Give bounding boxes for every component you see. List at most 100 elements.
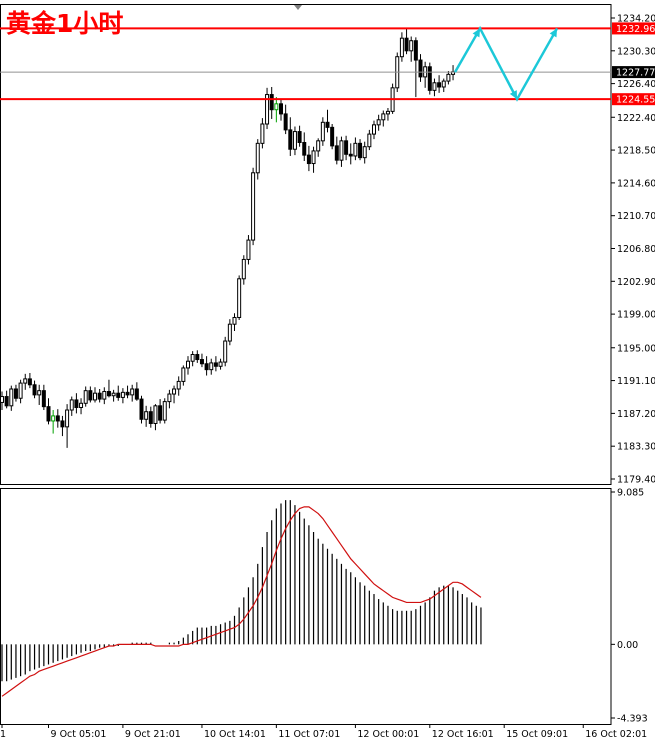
horizontal-level-label: 1232.96 [616,24,655,35]
last-price-label-box [612,66,655,79]
candle-body [446,73,451,82]
oscillator-axis-tick-label: 9.085 [617,488,644,499]
candle-body [0,396,4,403]
candle-body [316,140,321,152]
candle-body [306,154,311,165]
horizontal-level-label-box [612,22,655,35]
candle-body [79,402,84,408]
candle-body [153,405,158,424]
candle-body [334,145,339,161]
histogram-series [1,500,482,697]
candle-body [158,405,163,421]
time-axis-label: 15 Oct 09:01 [506,729,568,740]
candle-body [172,388,177,395]
price-pane [0,4,612,485]
price-axis-tick-label: 1218.50 [617,146,655,157]
oscillator-pane [0,488,612,725]
price-axis-tick-label: 1179.40 [617,475,655,486]
candle-body [292,131,297,150]
candle-body [385,110,390,115]
candle-body [302,142,307,156]
candle-body [93,392,97,401]
candle-body [353,142,358,157]
candle-body [404,37,409,52]
signal-line [1,506,482,697]
candle-body [74,399,79,408]
candle-body [441,80,446,88]
candle-body [83,390,88,404]
shift-marker-icon [294,5,302,10]
price-axis-tick-label: 1187.20 [617,409,655,420]
candle-body [139,398,144,420]
price-axis-tick-label: 1226.40 [617,79,655,90]
candle-body [41,390,46,408]
candle-body [362,146,367,159]
price-axis-tick-label: 1183.30 [617,442,655,453]
candle-body [339,140,344,161]
projection-path [453,25,559,102]
candle-body [330,126,335,147]
candle-body [116,392,121,398]
candle-body [186,360,190,369]
candle-body [311,150,316,165]
candle-body [134,388,139,400]
price-pane-frame [0,4,612,485]
candle-body [18,382,23,399]
candle-body [218,361,223,367]
projection-arrowhead-icon [472,28,481,38]
price-axis-tick-label: 1206.80 [617,244,655,255]
candle-body [260,123,265,144]
price-axis-tick-label: 1230.30 [617,46,655,57]
candle-body [106,391,111,397]
oscillator-axis-tick-label: -4.393 [617,714,648,725]
projection-arrowhead-icon [509,90,518,100]
price-axis-tick-label: 1191.10 [617,376,655,387]
candle-body [176,380,181,390]
candle-body [13,388,18,399]
candle-body [279,103,283,115]
candle-body [23,378,28,384]
last-price-label: 1227.77 [616,68,655,79]
candle-body [320,121,325,142]
candle-body [167,393,172,403]
candle-body [372,124,376,135]
price-axis-tick-label: 1214.60 [617,178,655,189]
candle-body [130,388,135,396]
price-axis-tick-label: 1195.00 [617,343,655,354]
candle-body [399,37,404,58]
time-axis-label: 12 Oct 16:01 [432,729,494,740]
candle-body [381,113,386,121]
candle-body [251,172,256,241]
candle-body [69,399,74,411]
candle-body [195,353,200,361]
candle-body [344,140,349,155]
candle-body [265,94,270,125]
candle-body [358,142,363,159]
candle-body [65,409,70,428]
candle-body [111,392,116,397]
candle-body [348,153,353,157]
candle-body [55,415,60,422]
candle-body [209,362,214,371]
candle-body [413,40,418,61]
candle-body [432,82,437,91]
candle-body [325,121,330,128]
candle-body [367,133,372,148]
candle-body [125,391,130,396]
projection-arrowhead-icon [549,28,558,38]
candle-body [213,362,218,367]
candle-body [27,378,32,386]
price-axis-tick-label: 1210.70 [617,211,655,222]
candle-body [4,396,9,407]
price-axis-tick-label: 1199.00 [617,310,655,321]
candle-body [60,420,65,428]
candle-body [376,119,381,126]
candle-body [148,411,153,424]
candlestick-series [0,28,456,448]
candle-body [274,103,279,111]
candle-body [9,388,14,407]
oscillator-axis-tick-label: 0.00 [617,640,638,651]
candle-body [190,353,195,362]
